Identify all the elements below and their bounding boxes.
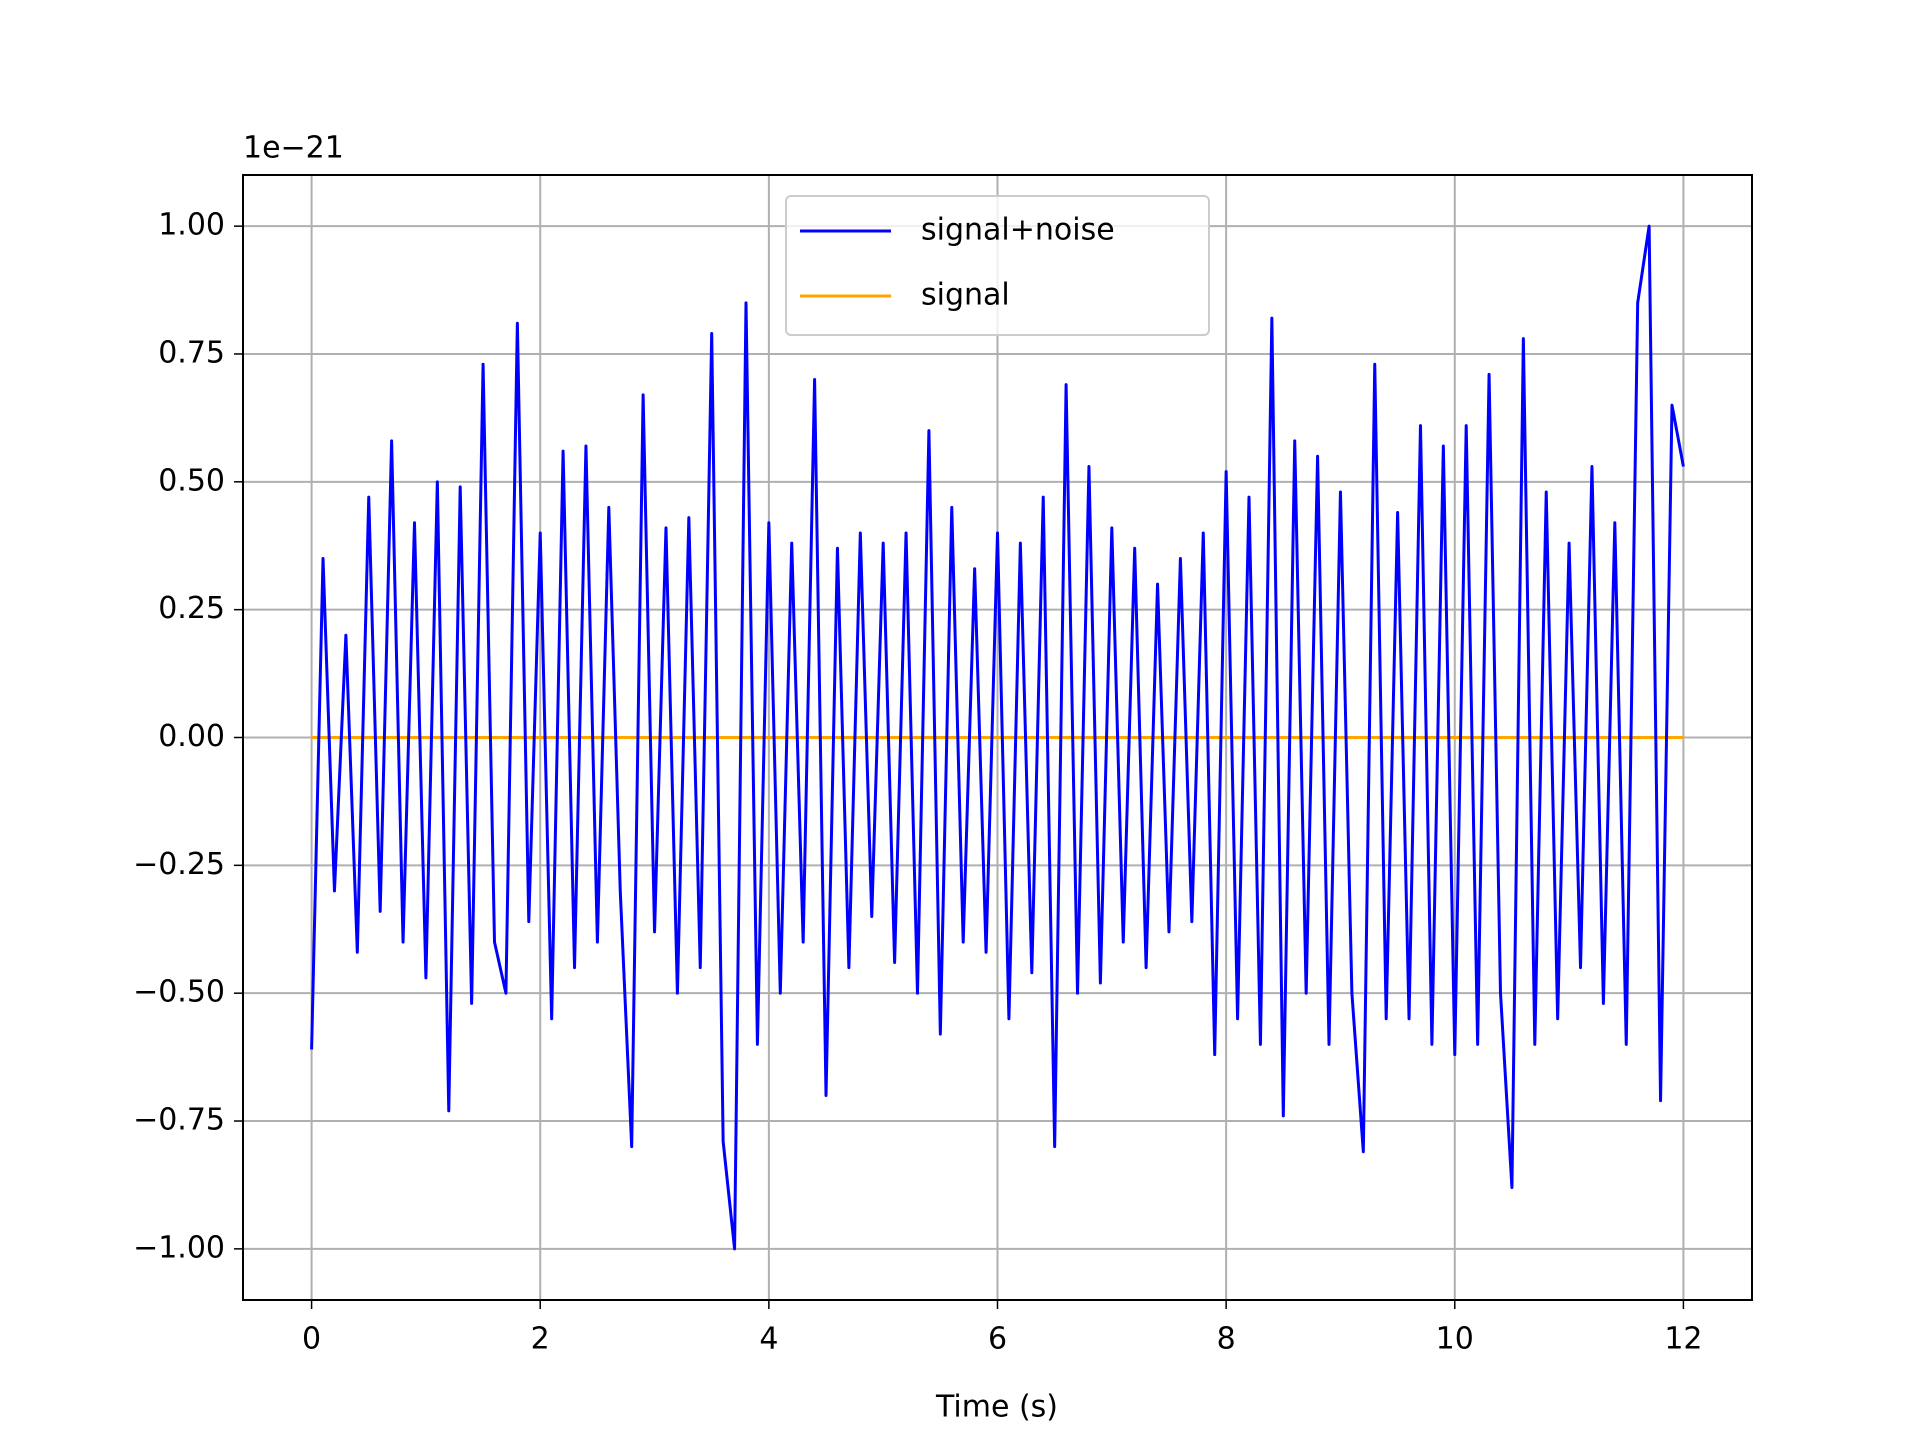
offset-text: 1e−21 <box>243 131 344 166</box>
y-tick-label: −1.00 <box>133 1230 225 1265</box>
y-tick-label: 0.25 <box>158 591 225 626</box>
data-line <box>310 224 1685 1251</box>
x-tick-label: 6 <box>988 1322 1007 1357</box>
y-tick-label: −0.50 <box>133 975 225 1010</box>
legend: signal+noise signal <box>785 195 1210 336</box>
x-tick-label: 8 <box>1217 1322 1236 1357</box>
legend-label: signal+noise <box>921 213 1115 248</box>
x-axis-label: Time (s) <box>935 1390 1058 1425</box>
y-tick-label: −0.75 <box>133 1103 225 1138</box>
y-tick-label: 0.75 <box>158 335 225 370</box>
plot-frame <box>242 174 1753 1301</box>
y-tick-label: 0.00 <box>158 719 225 754</box>
x-tick-label: 0 <box>302 1322 321 1357</box>
x-tick-label: 2 <box>531 1322 550 1357</box>
x-tick-label: 12 <box>1664 1322 1702 1357</box>
y-tick-label: −0.25 <box>133 847 225 882</box>
y-tick-label: 0.50 <box>158 463 225 498</box>
legend-box <box>785 195 1210 336</box>
x-tick-label: 10 <box>1436 1322 1474 1357</box>
x-tick-label: 4 <box>759 1322 778 1357</box>
y-tick-label: 1.00 <box>158 208 225 243</box>
legend-label: signal <box>921 278 1010 313</box>
